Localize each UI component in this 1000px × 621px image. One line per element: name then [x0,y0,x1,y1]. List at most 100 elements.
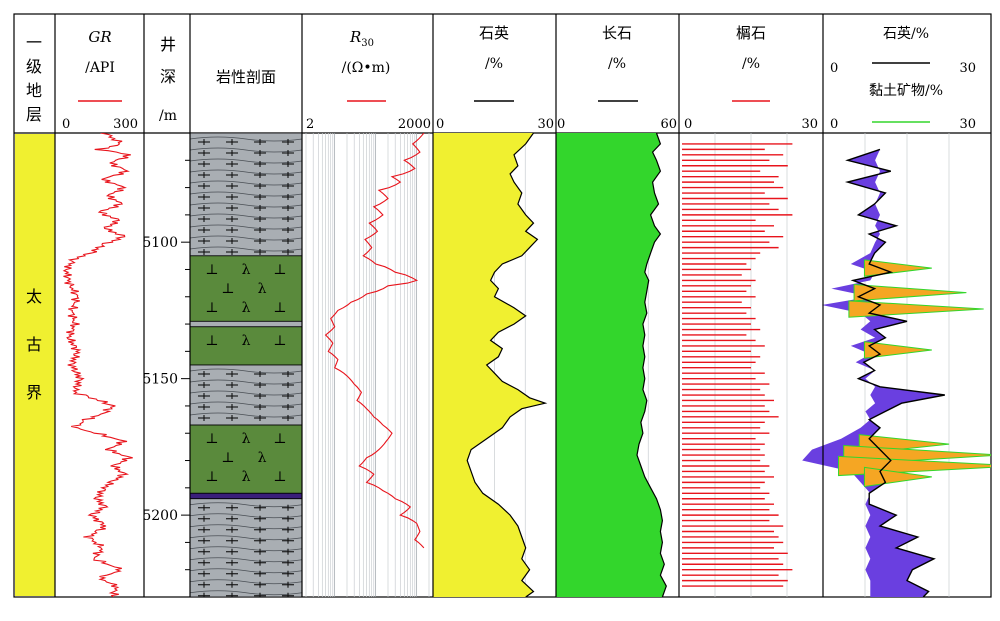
granite-symbol: ⊥ [221,450,234,466]
feldspar-title: 长石 [602,24,632,42]
lithology-bed [189,326,303,366]
overlay-quartz-area [802,149,945,597]
granite-symbol: ⊥ [205,469,218,485]
granite-symbol: ⊥ [273,262,286,278]
quartz-scale-max: 30 [537,117,554,132]
granite-symbol: ⊥ [273,300,286,316]
gr-header: GR /API 0 300 [62,28,138,132]
feldspar-unit: /% [608,56,626,72]
depth-axis: 5100 5150 5200 [142,159,190,598]
gneiss-band [189,390,303,396]
granite-symbol: λ [242,262,251,278]
granite-symbol: ⊥ [273,333,286,349]
depth-header: 井深 /m [159,35,177,124]
track-backgrounds [15,134,55,596]
lithology-title: 岩性剖面 [216,68,276,86]
granite-symbol: λ [258,450,267,466]
granite-symbol: ⊥ [205,431,218,447]
depth-tick-label: 5200 [142,508,178,524]
lithology-bed [189,492,303,500]
granite-symbol: λ [242,300,251,316]
gneiss-band [189,568,303,574]
gneiss-band [189,579,303,585]
overlay-clay-area [848,300,984,318]
resistivity-unit: /(Ω•m) [342,60,391,76]
resistivity-title: R30 [349,28,374,49]
granite-symbol: ⊥ [205,333,218,349]
stratum-fill [15,134,55,596]
overlay-header: 石英/% 0 30 黏土矿物/% 0 30 [830,25,976,132]
gneiss-band [189,147,303,153]
gneiss-band [189,557,303,563]
gneiss-band [189,502,303,508]
resistivity-scale-max: 2000 [398,117,431,132]
gneiss-band [189,191,303,197]
gneiss-band [189,224,303,230]
gneiss-band [189,412,303,418]
granite-symbol: λ [258,281,267,297]
gneiss-band [189,180,303,186]
stratum-label-text: 太古界 [26,287,42,402]
lithology-bed [189,320,303,328]
overlay-clay-area [863,466,932,488]
quartz-curve [466,133,548,597]
resistivity-curve [324,133,425,549]
gneiss-band [189,202,303,208]
granite-symbol: λ [242,333,251,349]
lithology-bed [189,498,303,597]
depth-tick-label: 5150 [142,372,178,388]
gr-scale-max: 300 [113,117,138,132]
stratum-label: 太古界 [26,287,42,402]
feldspar-area [556,133,667,597]
depth-tick-label: 5100 [142,235,178,251]
granite-symbol: ⊥ [273,469,286,485]
gr-title: GR [88,28,111,46]
resistivity-scale-min: 2 [306,117,314,132]
feldspar-scale-max: 60 [660,117,677,132]
resistivity-header: R30 /(Ω•m) 2 2000 [306,28,431,132]
gneiss-band [189,213,303,219]
overlay-clay-area [863,259,932,277]
gr-unit: /API [85,60,115,76]
track-gridlines [305,133,950,597]
feldspar-scale-min: 0 [557,117,565,132]
granite-symbol: λ [242,431,251,447]
overlay-clay-title: 黏土矿物/% [869,83,943,99]
gneiss-band [189,368,303,374]
overlay-quartz-title: 石英/% [883,25,929,42]
granite-symbol: ⊥ [205,262,218,278]
data-layer: ⊥ λ ⊥⊥ λ⊥ λ ⊥⊥ λ ⊥⊥ λ ⊥⊥ λ⊥ λ ⊥ [62,133,991,597]
quartz-title: 石英 [479,24,509,42]
stratum-header: 一级地层 [26,33,42,124]
zeolite-unit: /% [742,56,760,72]
quartz-header: 石英 /% 0 30 [436,24,554,132]
gneiss-band [189,379,303,385]
gneiss-band [189,401,303,407]
gneiss-band [189,590,303,596]
zeolite-scale-max: 30 [801,117,818,132]
zeolite-title: 榍石 [736,24,766,42]
overlay-clay-max: 30 [959,117,976,132]
gneiss-band [189,136,303,142]
quartz-scale-min: 0 [436,117,444,132]
depth-title: 井深 [160,35,176,86]
overlay-clay-area [863,341,932,359]
overlay-quartz-max: 30 [959,61,976,76]
quartz-area [433,133,546,597]
lithology-bed [189,424,303,494]
granite-symbol: ⊥ [273,431,286,447]
granite-symbol: λ [242,469,251,485]
overlay-clay-min: 0 [830,117,838,132]
quartz-unit: /% [485,56,503,72]
gneiss-band [189,513,303,519]
gr-curve [62,133,133,597]
overlay-clay-area [853,283,967,302]
gneiss-band [189,169,303,175]
gneiss-band [189,158,303,164]
overlay-quartz-curve [844,148,945,597]
zeolite-scale-min: 0 [684,117,692,132]
granite-symbol: ⊥ [205,300,218,316]
gneiss-band [189,235,303,241]
gneiss-band [189,546,303,552]
